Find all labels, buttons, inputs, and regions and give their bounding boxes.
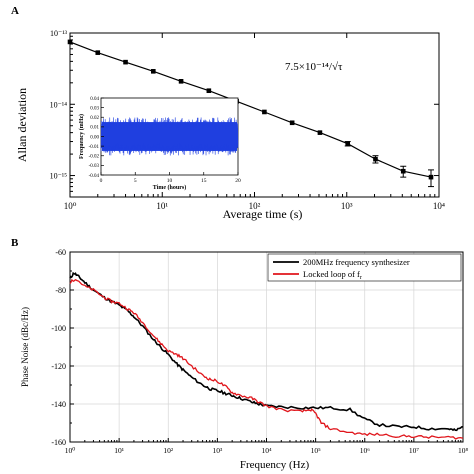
inset-ytick-label: 0.00 bbox=[90, 135, 99, 140]
chart-b-xtick-label: 10⁴ bbox=[261, 446, 272, 455]
chart-a-xtick-label: 10⁰ bbox=[64, 201, 77, 211]
inset-ytick-label: 0.01 bbox=[90, 126, 99, 131]
inset-xtick-label: 15 bbox=[201, 178, 207, 184]
chart-b-xtick-label: 10⁶ bbox=[360, 446, 371, 455]
chart-a-xtick-label: 10³ bbox=[341, 201, 353, 211]
inset-xtick-label: 0 bbox=[100, 178, 103, 184]
chart-a-point bbox=[428, 174, 434, 180]
chart-b-xtick-label: 10⁵ bbox=[311, 446, 322, 455]
chart-a-ytick-label: 10⁻¹³ bbox=[50, 29, 68, 38]
chart-b-ytick-label: -60 bbox=[55, 248, 66, 257]
inset-xtick-label: 20 bbox=[235, 178, 241, 184]
chart-b-legend-label: Locked loop of fr bbox=[303, 269, 362, 281]
chart-b-ytick-label: -100 bbox=[51, 324, 66, 333]
chart-b-xtick-label: 10⁷ bbox=[409, 446, 420, 455]
chart-a-point bbox=[262, 109, 267, 115]
chart-a-point bbox=[400, 168, 406, 174]
chart-a-point bbox=[206, 88, 212, 94]
chart-a-point bbox=[373, 156, 378, 162]
chart-a-xtick-label: 10² bbox=[249, 201, 261, 211]
inset-ylabel: Frequency (mHz) bbox=[78, 114, 85, 159]
chart-b: 10⁰ 10¹ 10² 10³ 10⁴ 10⁵ 10⁶ 10⁷ 10⁸ -160 -140 -120 -… bbox=[20, 248, 468, 471]
chart-a-xtick-label: 10¹ bbox=[156, 201, 168, 211]
inset-xtick-label: 5 bbox=[134, 178, 137, 184]
inset-ytick-label: 0.02 bbox=[90, 116, 99, 121]
panel-label-b: B bbox=[11, 237, 19, 249]
chart-b-legend-box bbox=[267, 253, 462, 282]
chart-a: 10⁰ 10¹ 10² 10³ 10⁴ 10⁻¹³ 10⁻¹⁴ 10⁻¹⁵ Average ti… bbox=[15, 29, 445, 221]
chart-a-point bbox=[178, 79, 184, 84]
chart-b-series-line-locked-loop bbox=[69, 278, 464, 440]
chart-a-point bbox=[345, 141, 351, 146]
chart-b-xtick-label: 10⁰ bbox=[65, 446, 76, 455]
chart-a-point bbox=[151, 69, 156, 74]
chart-b-xlabel: Frequency (Hz) bbox=[240, 459, 310, 471]
chart-b-legend-label: 200MHz frequency synthesizer bbox=[303, 257, 410, 267]
chart-a-ytick-label: 10⁻¹⁴ bbox=[50, 100, 68, 109]
chart-a-ylabel: Allan deviation bbox=[15, 88, 29, 162]
inset-ytick-label: 0.03 bbox=[90, 106, 99, 111]
inset-xtick-label: 10 bbox=[167, 178, 173, 184]
chart-a-point bbox=[289, 120, 295, 126]
chart-b-xtick-label: 10³ bbox=[213, 446, 224, 455]
inset-ytick-label: -0.02 bbox=[89, 155, 100, 160]
chart-a-point bbox=[67, 39, 73, 45]
chart-b-ytick-label: -120 bbox=[51, 362, 66, 371]
chart-b-xtick-label: 10⁸ bbox=[458, 446, 469, 455]
inset-ytick-label: -0.03 bbox=[89, 164, 100, 169]
chart-a-point bbox=[95, 50, 101, 55]
inset-ytick-label: -0.04 bbox=[89, 174, 100, 179]
chart-a-ytick-label: 10⁻¹⁵ bbox=[50, 172, 68, 181]
chart-b-ylabel: Phase Noise (dBc/Hz) bbox=[20, 307, 30, 387]
chart-b-ytick-label: -140 bbox=[51, 400, 66, 409]
inset-xlabel: Time (hours) bbox=[153, 184, 186, 191]
chart-b-ytick-label: -80 bbox=[55, 286, 66, 295]
inset-chart: 0 5 10 15 20 -0.04 -0.03 -0.02 -0.01 0.00 0.01 0.02… bbox=[78, 97, 241, 191]
chart-b-xtick-label: 10² bbox=[163, 446, 174, 455]
chart-b-xtick-label: 10¹ bbox=[114, 446, 124, 455]
chart-a-xlabel: Average time (s) bbox=[223, 207, 303, 221]
inset-ytick-label: 0.04 bbox=[90, 97, 99, 102]
chart-a-annotation: 7.5×10⁻¹⁴/√τ bbox=[285, 61, 343, 73]
chart-b-ytick-label: -160 bbox=[51, 438, 66, 447]
chart-a-point bbox=[123, 59, 128, 65]
inset-ytick-label: -0.01 bbox=[89, 145, 100, 150]
chart-a-xtick-label: 10⁴ bbox=[433, 201, 445, 211]
panel-label-a: A bbox=[11, 5, 19, 17]
chart-b-legend: 200MHz frequency synthesizer Locked loop … bbox=[267, 253, 462, 282]
chart-a-point bbox=[317, 130, 323, 135]
chart-a-series-line bbox=[69, 41, 432, 178]
inset-noise-trace bbox=[100, 117, 239, 156]
